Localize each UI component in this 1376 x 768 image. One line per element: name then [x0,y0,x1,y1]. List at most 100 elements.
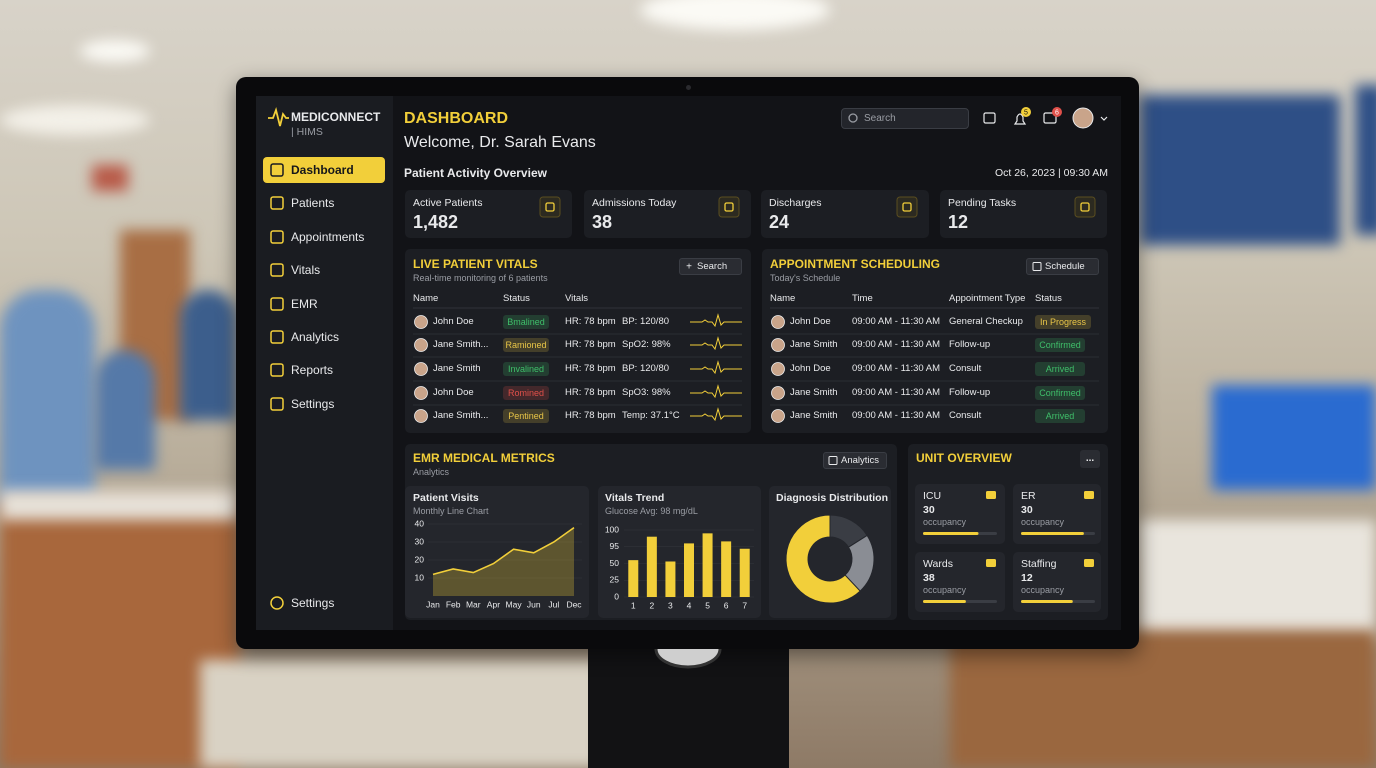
unit-label: occupancy [923,517,967,527]
status-pill [1035,386,1085,400]
search-placeholder[interactable]: Search [864,112,896,124]
patient-name: Jane Smith... [433,339,489,350]
stat-value: 1,482 [413,211,459,232]
status-text: Arrived [1045,364,1075,374]
unit-label: occupancy [923,585,967,595]
status-pill [503,338,549,352]
stat-label: Admissions Today [592,197,677,209]
stat-label: Discharges [769,197,822,209]
panel-button[interactable] [1026,258,1099,275]
ceiling-light [640,0,830,30]
wall-display [1355,85,1376,235]
unit-value: 38 [923,572,935,584]
nav-item[interactable]: Patients [291,196,335,210]
status-text: Romined [507,388,545,398]
unit-name: ER [1021,490,1036,502]
chart-subtitle: Monthly Line Chart [413,506,489,516]
stat-value: 12 [948,211,969,232]
datetime: Oct 26, 2023 | 09:30 AM [994,167,1108,179]
unit-value: 12 [1021,572,1033,584]
appointment-type: Follow-up [949,387,991,398]
camera [686,85,691,90]
panel [762,249,1108,433]
appointment-time: 09:00 AM - 11:30 AM [852,339,941,350]
patient-name: Jane Smith... [433,410,489,421]
exit-sign [92,165,128,191]
unit-label: occupancy [1021,585,1065,595]
more-label[interactable]: ... [1085,452,1095,464]
column-header: Name [413,293,439,304]
button-label[interactable]: Search [697,260,728,272]
appointment-time: 09:00 AM - 11:30 AM [852,363,941,374]
button-label[interactable]: Analytics [841,454,880,466]
sidebar [256,96,393,630]
unit-label: occupancy [1021,517,1065,527]
nav-item[interactable]: EMR [291,297,318,311]
column-header: Name [770,293,796,304]
patient-name: Jane Smith [790,387,838,398]
chart-subtitle: Glucose Avg: 98 mg/dL [605,506,698,516]
section-title: Patient Activity Overview [404,166,547,180]
status-text: Pentined [508,411,544,421]
vital-reading: HR: 78 bpm [565,363,616,374]
panel-title: EMR MEDICAL METRICS [413,451,555,465]
chart-title: Diagnosis Distribution [776,492,889,504]
floor [200,660,600,768]
button-label[interactable]: Schedule [1045,260,1085,272]
appointment-type: Consult [949,363,982,374]
nav-item[interactable]: Reports [291,363,334,377]
welcome: Welcome, Dr. Sarah Evans [404,133,596,151]
chart-title: Patient Visits [413,492,479,504]
brand-sub: | HIMS [291,126,323,138]
search-box[interactable] [841,108,969,129]
appointment-time: 09:00 AM - 11:30 AM [852,387,941,398]
chart-title: Vitals Trend [605,492,665,504]
status-pill [1035,338,1085,352]
vital-reading: SpO2: 98% [622,339,671,350]
status-pill [503,386,549,400]
status-text: Bmalined [507,317,545,327]
column-header: Status [503,293,530,304]
panel-title: LIVE PATIENT VITALS [413,257,538,271]
appointment-time: 09:00 AM - 11:30 AM [852,410,941,421]
stat-value: 24 [769,211,790,232]
status-text: Confirmed [1039,340,1081,350]
panel-button[interactable] [679,258,742,275]
monitor-stand [588,640,789,768]
status-pill [1035,315,1091,329]
nav-item[interactable]: Dashboard [291,163,354,177]
status-text: Confirmed [1039,388,1081,398]
unit-name: Staffing [1021,558,1057,570]
counter [1139,520,1376,640]
panel-subtitle: Today's Schedule [770,273,841,283]
appointment-type: Consult [949,410,982,421]
status-pill [1035,409,1085,423]
stat-value: 38 [592,211,613,232]
panel-button[interactable] [823,452,887,469]
vital-reading: SpO3: 98% [622,387,671,398]
vital-reading: HR: 78 bpm [565,316,616,327]
unit-value: 30 [923,504,935,516]
nav-item[interactable]: Appointments [291,230,365,244]
chart-card [769,486,891,618]
vital-reading: Temp: 37.1°C [622,410,680,421]
column-header: Appointment Type [949,293,1026,304]
nav-item[interactable]: Settings [291,397,335,411]
appointment-type: Follow-up [949,339,991,350]
vital-reading: HR: 78 bpm [565,387,616,398]
nav-item[interactable]: Settings [291,596,335,610]
status-pill [503,409,549,423]
panel-title: UNIT OVERVIEW [916,451,1012,465]
staff-figure [95,350,155,470]
more-button[interactable] [1080,450,1100,468]
nav-item[interactable]: Analytics [291,330,340,344]
staff-figure [0,290,95,510]
page-title: DASHBOARD [404,109,508,127]
vital-reading: HR: 78 bpm [565,339,616,350]
nav-item[interactable]: Vitals [291,263,321,277]
patient-name: John Doe [433,316,474,327]
patient-name: John Doe [790,316,831,327]
panel-subtitle: Real-time monitoring of 6 patients [413,273,548,283]
